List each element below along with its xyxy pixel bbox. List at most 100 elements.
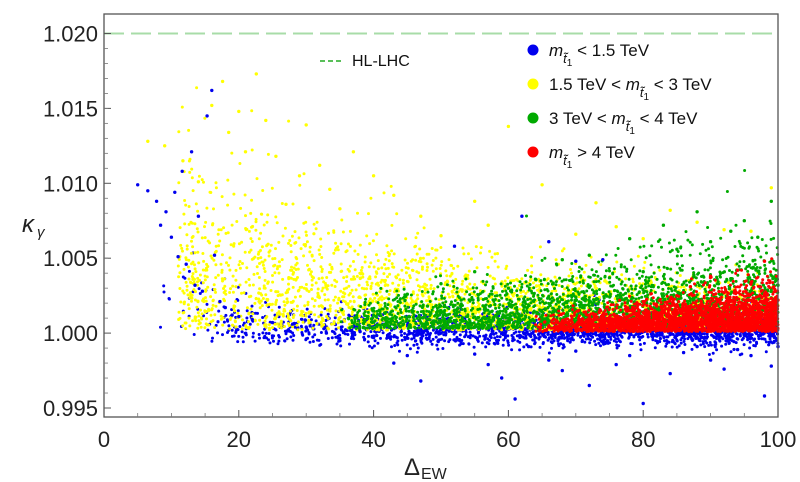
cloud-point [196, 250, 200, 254]
cloud-point [187, 128, 191, 132]
cloud-point [584, 337, 588, 341]
cloud-point [209, 313, 213, 317]
cloud-point [255, 177, 259, 181]
cloud-point [214, 304, 218, 308]
cloud-point [467, 342, 471, 346]
cloud-point [615, 346, 619, 350]
cloud-point [376, 281, 380, 285]
cloud-point [423, 291, 427, 295]
cloud-point [277, 339, 281, 343]
cloud-point [620, 273, 624, 277]
cloud-point [245, 309, 249, 313]
cloud-point [177, 130, 181, 134]
cloud-point [197, 314, 201, 318]
cloud-point [285, 297, 289, 301]
cloud-point [664, 344, 668, 348]
cloud-point [496, 265, 500, 269]
cloud-point [583, 340, 587, 344]
cloud-point [679, 331, 683, 335]
cloud-point [332, 322, 336, 326]
cloud-point [184, 327, 188, 331]
cloud-point [177, 257, 181, 261]
cloud-point [529, 306, 533, 310]
cloud-point [373, 296, 377, 300]
cloud-point [701, 340, 705, 344]
cloud-point [257, 297, 261, 301]
cloud-point [319, 245, 323, 248]
cloud-point [326, 337, 330, 340]
cloud-point [204, 299, 208, 303]
cloud-point [278, 264, 282, 268]
cloud-point [162, 284, 166, 288]
cloud-point [278, 313, 282, 316]
cloud-point [380, 298, 384, 302]
cloud-point [199, 325, 203, 329]
cloud-point [690, 337, 694, 341]
cloud-point [436, 347, 440, 351]
cloud-point [330, 283, 334, 287]
cloud-point [343, 292, 347, 296]
cloud-point [252, 272, 256, 276]
cloud-point [292, 271, 296, 274]
cloud-point [342, 276, 346, 280]
cloud-point [291, 285, 295, 289]
cloud-point [210, 256, 214, 260]
cloud-point [388, 335, 392, 339]
cloud-point [313, 333, 317, 337]
cloud-point [292, 307, 296, 311]
cloud-point [203, 225, 206, 229]
cloud-point [272, 339, 275, 343]
cloud-point [250, 198, 254, 202]
cloud-point [202, 180, 205, 184]
cloud-point [473, 283, 477, 286]
cloud-point [212, 258, 216, 262]
cloud-point [220, 253, 224, 257]
cloud-point [313, 299, 317, 302]
cloud-point [277, 310, 281, 314]
cloud-point [348, 342, 351, 346]
cloud-point [670, 345, 674, 349]
cloud-point [244, 325, 248, 329]
cloud-point [559, 342, 563, 346]
cloud-point [288, 239, 292, 242]
cloud-point [434, 248, 438, 252]
cloud-point [506, 295, 510, 299]
cloud-point [439, 263, 443, 267]
cloud-point [557, 344, 561, 348]
cloud-point [438, 267, 442, 270]
cloud-point [419, 256, 423, 260]
cloud-point [610, 332, 613, 336]
cloud-point [632, 264, 636, 268]
cloud-point [177, 181, 181, 185]
cloud-point [341, 299, 345, 303]
cloud-point [287, 241, 290, 245]
cloud-point [434, 335, 438, 339]
cloud-point [293, 230, 297, 234]
cloud-point [267, 250, 271, 254]
cloud-point [339, 344, 343, 348]
cloud-point [291, 299, 295, 303]
cloud-point [250, 240, 254, 243]
cloud-point [693, 343, 697, 347]
cloud-point [250, 257, 254, 261]
cloud-point [192, 288, 196, 292]
cloud-point [498, 335, 502, 339]
cloud-point [439, 246, 443, 249]
cloud-point [334, 241, 338, 245]
cloud-point [389, 184, 393, 188]
cloud-point [271, 326, 274, 330]
cloud-point [402, 327, 405, 331]
cloud-point [454, 277, 458, 281]
cloud-point [421, 265, 424, 269]
cloud-point [396, 339, 400, 343]
cloud-point [177, 310, 181, 314]
cloud-point [249, 307, 253, 311]
cloud-point [384, 267, 388, 271]
cloud-point [333, 285, 337, 288]
cloud-point [495, 339, 499, 343]
cloud-point [279, 322, 283, 326]
cloud-point [261, 189, 265, 192]
cloud-point [194, 270, 198, 274]
cloud-point [251, 312, 255, 316]
cloud-point [212, 207, 215, 211]
